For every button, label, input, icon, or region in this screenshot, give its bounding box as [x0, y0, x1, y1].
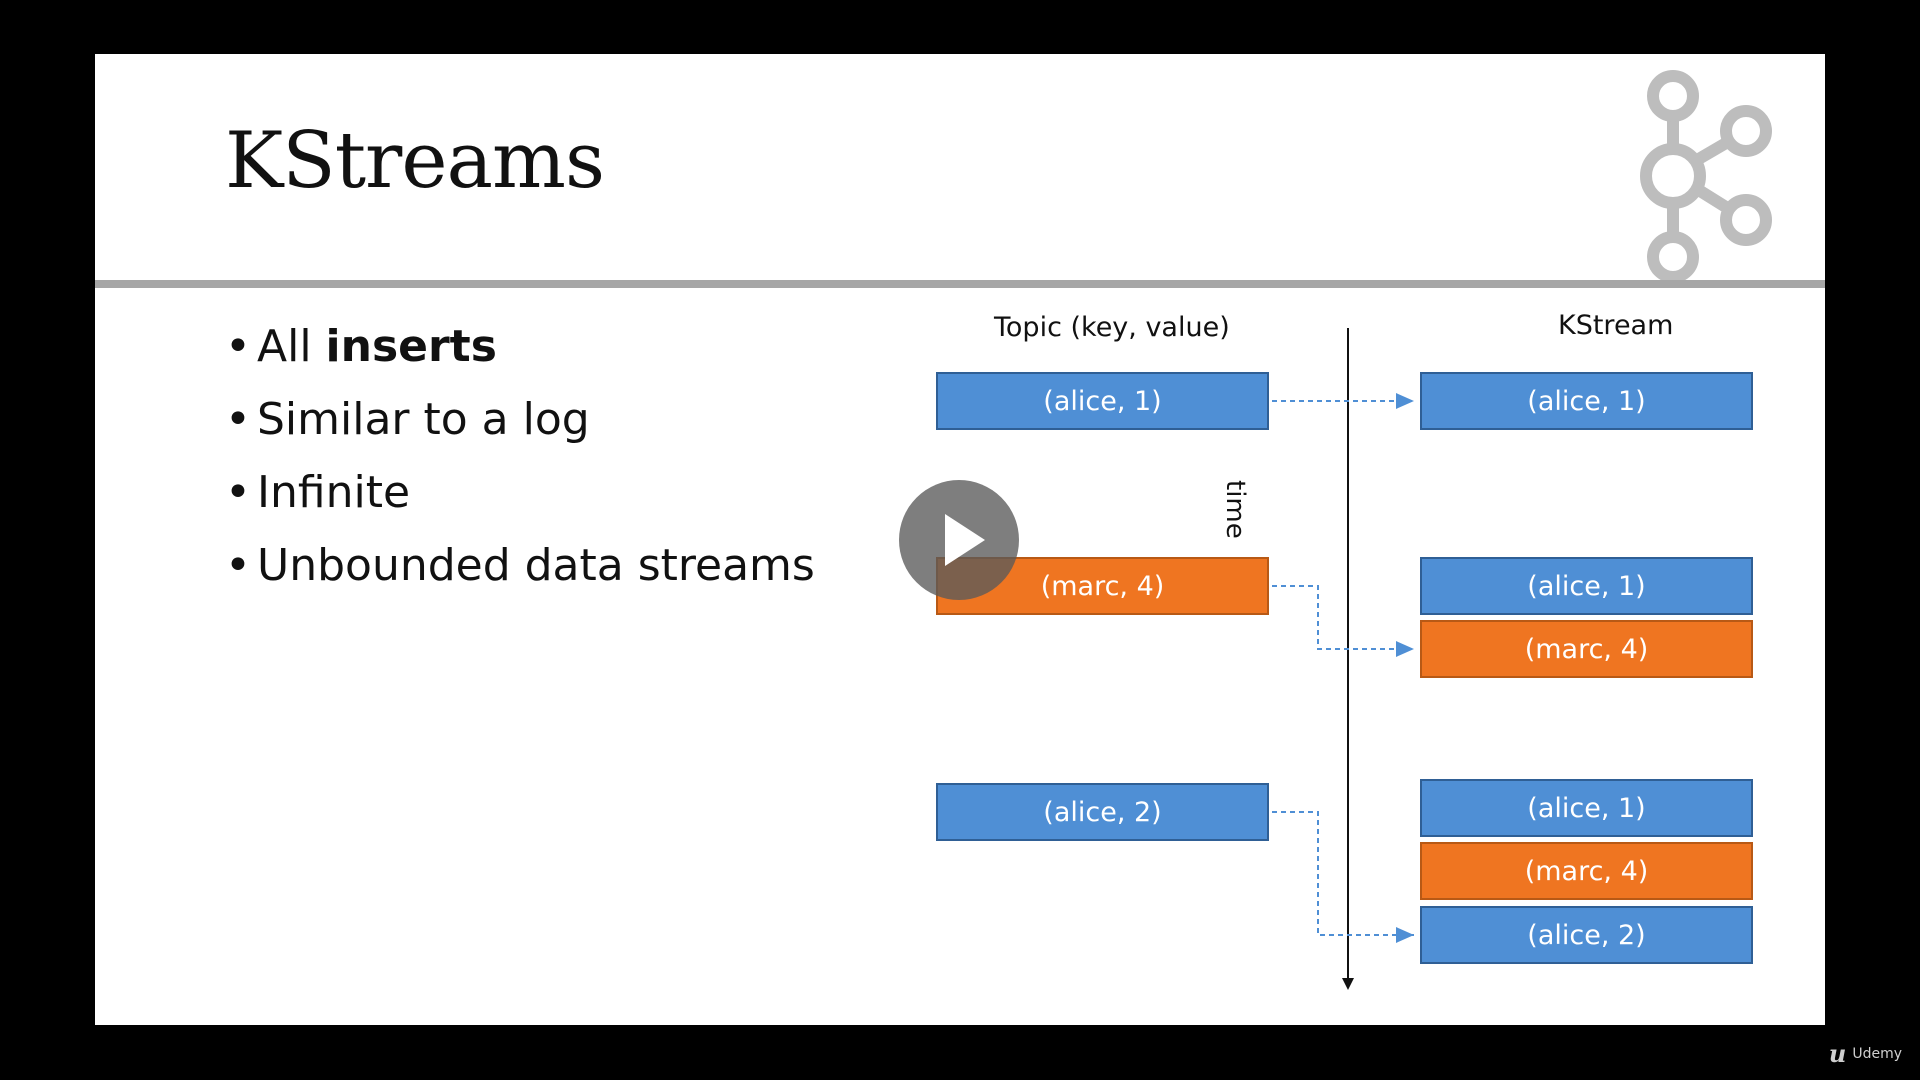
bullet-emphasis: inserts — [325, 321, 497, 372]
bullet-text: All — [257, 321, 326, 372]
udemy-logo-icon: u — [1828, 1039, 1847, 1068]
watermark: u Udemy — [1829, 1039, 1902, 1068]
kstream-record: (alice, 1) — [1420, 372, 1753, 430]
kstream-record: (marc, 4) — [1420, 842, 1753, 900]
bullet-list: All inserts Similar to a log Infinite Un… — [225, 310, 815, 602]
watermark-text: Udemy — [1852, 1045, 1902, 1062]
bullet-item: All inserts — [225, 310, 815, 383]
topic-record: (alice, 1) — [936, 372, 1269, 430]
slide-title: KStreams — [225, 116, 605, 206]
time-label: time — [1220, 480, 1250, 539]
bullet-item: Unbounded data streams — [225, 529, 815, 602]
topic-record: (alice, 2) — [936, 783, 1269, 841]
kstream-record: (marc, 4) — [1420, 620, 1753, 678]
topic-header: Topic (key, value) — [994, 312, 1230, 343]
kstream-record: (alice, 2) — [1420, 906, 1753, 964]
kstream-header: KStream — [1558, 310, 1674, 341]
bullet-item: Similar to a log — [225, 383, 815, 456]
kstream-record: (alice, 1) — [1420, 779, 1753, 837]
kafka-logo-icon — [1640, 70, 1772, 283]
kstream-record: (alice, 1) — [1420, 557, 1753, 615]
title-divider — [95, 280, 1825, 288]
bullet-item: Infinite — [225, 456, 815, 529]
play-button[interactable] — [899, 480, 1019, 600]
slide: KStreams All inserts Similar to a log In… — [95, 54, 1825, 1025]
